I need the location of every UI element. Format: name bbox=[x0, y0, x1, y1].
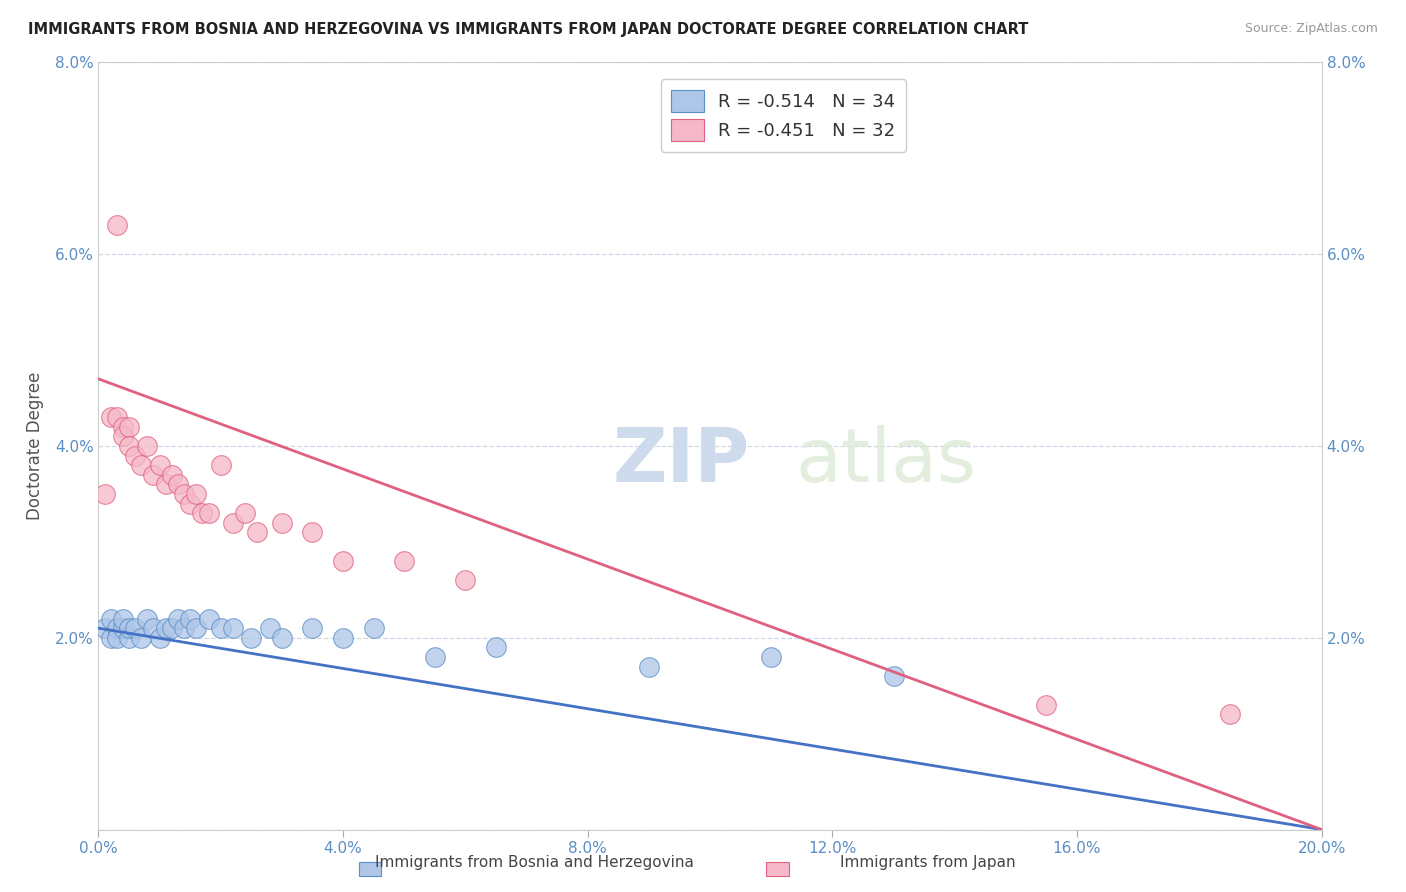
Point bbox=[118, 439, 141, 453]
Point bbox=[209, 458, 232, 473]
Point bbox=[270, 516, 292, 530]
Point bbox=[332, 554, 354, 568]
Point bbox=[160, 621, 183, 635]
Text: atlas: atlas bbox=[796, 425, 977, 498]
Point bbox=[191, 506, 214, 520]
Point bbox=[142, 467, 165, 482]
Point bbox=[173, 621, 195, 635]
Point bbox=[111, 429, 134, 443]
Point bbox=[136, 439, 159, 453]
Point bbox=[149, 458, 172, 473]
Point bbox=[363, 621, 385, 635]
Point bbox=[124, 449, 146, 463]
Point bbox=[129, 631, 152, 645]
Point bbox=[222, 621, 245, 635]
Point bbox=[155, 477, 177, 491]
Point bbox=[100, 612, 122, 626]
Text: Source: ZipAtlas.com: Source: ZipAtlas.com bbox=[1244, 22, 1378, 36]
Point bbox=[167, 612, 190, 626]
Point bbox=[270, 631, 292, 645]
Point bbox=[93, 487, 115, 501]
Point bbox=[118, 621, 141, 635]
Point bbox=[301, 525, 323, 540]
Point bbox=[637, 659, 661, 673]
Point bbox=[1035, 698, 1057, 712]
Point bbox=[332, 631, 354, 645]
Point bbox=[179, 612, 201, 626]
Point bbox=[149, 631, 172, 645]
Point bbox=[197, 612, 219, 626]
Point bbox=[105, 410, 128, 425]
Point bbox=[136, 612, 159, 626]
Point bbox=[179, 496, 201, 510]
Text: IMMIGRANTS FROM BOSNIA AND HERZEGOVINA VS IMMIGRANTS FROM JAPAN DOCTORATE DEGREE: IMMIGRANTS FROM BOSNIA AND HERZEGOVINA V… bbox=[28, 22, 1029, 37]
Point bbox=[167, 477, 190, 491]
Text: ZIP: ZIP bbox=[612, 425, 749, 498]
Point bbox=[883, 669, 905, 683]
Point bbox=[454, 573, 477, 587]
Point bbox=[93, 621, 115, 635]
Point bbox=[111, 621, 134, 635]
Point bbox=[142, 621, 165, 635]
Point bbox=[423, 649, 446, 664]
Point bbox=[111, 612, 134, 626]
Point bbox=[129, 458, 152, 473]
Point bbox=[118, 419, 141, 434]
Point bbox=[197, 506, 219, 520]
Point bbox=[485, 640, 508, 655]
Point bbox=[100, 631, 122, 645]
Point bbox=[246, 525, 269, 540]
Point bbox=[105, 631, 128, 645]
Point bbox=[259, 621, 281, 635]
Text: Immigrants from Bosnia and Herzegovina: Immigrants from Bosnia and Herzegovina bbox=[375, 855, 693, 870]
Point bbox=[233, 506, 256, 520]
Point bbox=[186, 487, 208, 501]
Point bbox=[173, 487, 195, 501]
Point bbox=[105, 219, 128, 233]
Point bbox=[222, 516, 245, 530]
Legend: R = -0.514   N = 34, R = -0.451   N = 32: R = -0.514 N = 34, R = -0.451 N = 32 bbox=[661, 79, 907, 152]
Y-axis label: Doctorate Degree: Doctorate Degree bbox=[25, 372, 44, 520]
Point bbox=[100, 410, 122, 425]
Point bbox=[209, 621, 232, 635]
Point bbox=[160, 467, 183, 482]
Point bbox=[124, 621, 146, 635]
Point bbox=[186, 621, 208, 635]
Point bbox=[759, 649, 782, 664]
Point bbox=[155, 621, 177, 635]
Point bbox=[1219, 707, 1241, 722]
Point bbox=[111, 419, 134, 434]
Point bbox=[392, 554, 416, 568]
Point bbox=[118, 631, 141, 645]
Point bbox=[105, 621, 128, 635]
Point bbox=[240, 631, 263, 645]
Text: Immigrants from Japan: Immigrants from Japan bbox=[841, 855, 1015, 870]
Point bbox=[301, 621, 323, 635]
